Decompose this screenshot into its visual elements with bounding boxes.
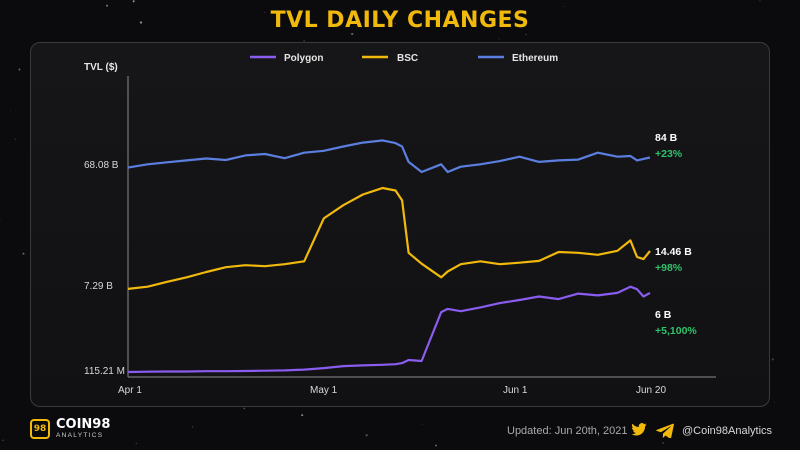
twitter-icon[interactable] [630,423,648,437]
series-line-polygon [127,285,651,374]
page-title: TVL DAILY CHANGES [270,8,530,33]
telegram-icon[interactable] [656,423,674,438]
updated-date: Updated: Jun 20th, 2021 [507,425,628,437]
legend-label-ethereum: Ethereum [512,53,558,64]
end-value-polygon: 6 B [655,309,672,321]
y-tick-label: 115.21 M [84,366,125,377]
brand-logo: 98 COIN98 ANALYTICS [30,418,110,440]
brand-name: COIN98 [56,417,111,432]
legend-label-bsc: BSC [397,53,418,64]
y-tick-label: 68.08 B [84,160,119,171]
x-tick-label: May 1 [310,385,338,396]
change-ethereum: +23% [655,148,683,160]
legend-label-polygon: Polygon [284,53,323,64]
y-axis-label: TVL ($) [84,62,118,73]
change-bsc: +98% [655,262,683,274]
series-line-ethereum [127,139,651,174]
x-tick-label: Jun 20 [636,385,666,396]
end-labels: 84 B +23% 14.46 B +98% 6 B +5,100% [655,132,697,337]
chart-panel [30,42,770,407]
x-tick-label: Apr 1 [118,385,142,396]
end-value-ethereum: 84 B [655,132,678,144]
end-value-bsc: 14.46 B [655,246,692,258]
series-line-bsc [127,186,651,290]
twitter-handle[interactable]: @Coin98Analytics [682,425,773,437]
x-axis: Apr 1 May 1 Jun 1 Jun 20 [118,376,716,396]
coin98-logo-icon: 98 [30,418,50,439]
y-tick-label: 7.29 B [84,281,113,292]
x-tick-label: Jun 1 [503,385,528,396]
y-axis: 68.08 B 7.29 B 115.21 M [84,76,129,377]
brand-subtitle: ANALYTICS [56,432,104,439]
series-layer [127,139,651,374]
change-polygon: +5,100% [655,325,697,337]
chart-legend: Polygon BSC Ethereum [250,53,558,64]
